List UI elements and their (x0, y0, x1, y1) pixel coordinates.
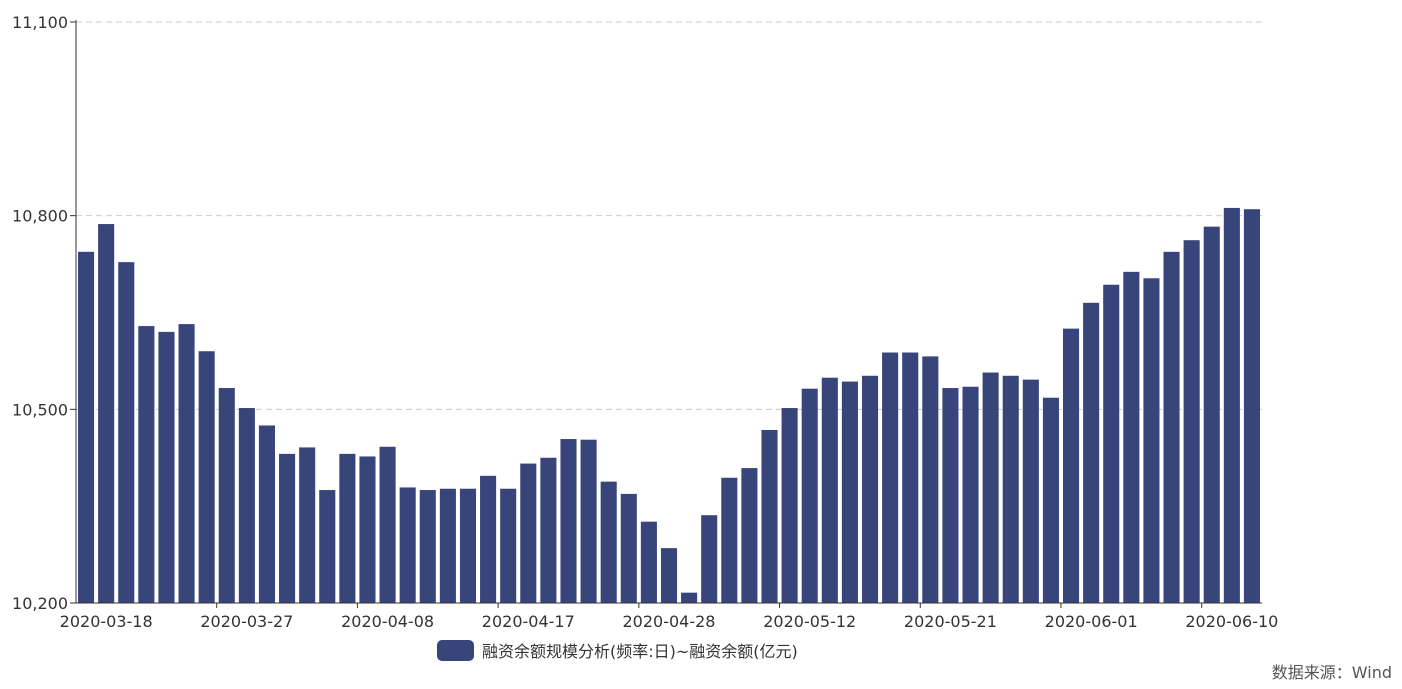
x-tick-label: 2020-04-28 (623, 612, 716, 631)
legend-swatch (437, 639, 474, 661)
bar[interactable] (419, 490, 436, 603)
x-tick-label: 2020-05-21 (904, 612, 997, 631)
bar[interactable] (1223, 207, 1240, 604)
legend-label: 融资余额规模分析(频率:日)~融资余额(亿元) (482, 642, 798, 661)
y-tick-label: 10,200 (12, 594, 68, 613)
bar[interactable] (379, 446, 396, 603)
bar[interactable] (480, 475, 497, 603)
bar[interactable] (1203, 226, 1220, 603)
x-tick-label: 2020-05-12 (763, 612, 856, 631)
bar[interactable] (1002, 375, 1019, 603)
grid-lines (76, 21, 1262, 410)
bar[interactable] (178, 324, 195, 603)
x-tick-label: 2020-03-27 (200, 612, 293, 631)
bar[interactable] (942, 388, 959, 603)
bar[interactable] (701, 515, 718, 603)
y-tick-label: 10,500 (12, 400, 68, 419)
bar[interactable] (640, 521, 657, 603)
bar[interactable] (560, 439, 577, 603)
bar[interactable] (801, 388, 818, 603)
bar[interactable] (238, 408, 255, 603)
y-tick-label: 11,100 (12, 13, 68, 32)
bar[interactable] (118, 262, 135, 603)
bar[interactable] (761, 429, 778, 603)
bar[interactable] (1183, 240, 1200, 603)
bar[interactable] (1103, 284, 1120, 603)
bar[interactable] (741, 468, 758, 603)
bar[interactable] (681, 592, 698, 603)
bar[interactable] (721, 477, 738, 603)
bar[interactable] (399, 487, 416, 603)
bar[interactable] (258, 425, 276, 603)
bar[interactable] (580, 439, 597, 603)
bar[interactable] (1143, 278, 1160, 603)
bar[interactable] (861, 375, 879, 603)
bar[interactable] (1042, 397, 1059, 603)
source-note: 数据来源：Wind (1271, 663, 1392, 682)
bar[interactable] (902, 352, 919, 603)
bar[interactable] (922, 356, 939, 603)
bar[interactable] (982, 372, 999, 603)
bar[interactable] (660, 548, 678, 603)
bar[interactable] (540, 457, 557, 603)
bar[interactable] (962, 386, 979, 603)
x-tick-label: 2020-06-10 (1185, 612, 1278, 631)
bar[interactable] (1083, 302, 1100, 603)
bar[interactable] (600, 481, 617, 603)
bar[interactable] (158, 331, 175, 603)
bar[interactable] (279, 453, 296, 603)
bar[interactable] (138, 326, 155, 603)
bar[interactable] (1243, 209, 1260, 603)
legend[interactable]: 融资余额规模分析(频率:日)~融资余额(亿元) (437, 638, 798, 662)
x-tick-label: 2020-04-08 (341, 612, 434, 631)
bar[interactable] (500, 488, 517, 603)
axes (70, 20, 1262, 608)
bar[interactable] (359, 456, 376, 603)
bar[interactable] (98, 224, 115, 603)
x-tick-label: 2020-03-18 (60, 612, 153, 631)
bar[interactable] (882, 352, 899, 603)
bar[interactable] (319, 490, 336, 603)
bar[interactable] (459, 488, 477, 603)
bar[interactable] (1123, 271, 1140, 603)
y-tick-label: 10,800 (12, 207, 68, 226)
bar[interactable] (841, 381, 858, 603)
bar[interactable] (439, 488, 456, 603)
bar[interactable] (1022, 379, 1039, 603)
bar[interactable] (198, 351, 215, 603)
bar[interactable] (1163, 251, 1180, 603)
x-tick-label: 2020-04-17 (482, 612, 575, 631)
bar[interactable] (1062, 328, 1080, 603)
bar[interactable] (821, 377, 838, 603)
bar[interactable] (339, 453, 356, 603)
x-tick-labels: 2020-03-18 2020-03-27 2020-04-08 2020-04-17… (60, 612, 1279, 631)
bar[interactable] (299, 447, 316, 603)
bar[interactable] (520, 463, 537, 603)
bar[interactable] (781, 408, 798, 603)
bar[interactable] (620, 493, 637, 603)
bar[interactable] (78, 251, 95, 603)
x-tick-label: 2020-06-01 (1045, 612, 1138, 631)
bar-series (78, 207, 1260, 604)
bar[interactable] (218, 388, 235, 603)
y-tick-labels: 10,200 10,500 10,800 11,100 (12, 13, 68, 613)
